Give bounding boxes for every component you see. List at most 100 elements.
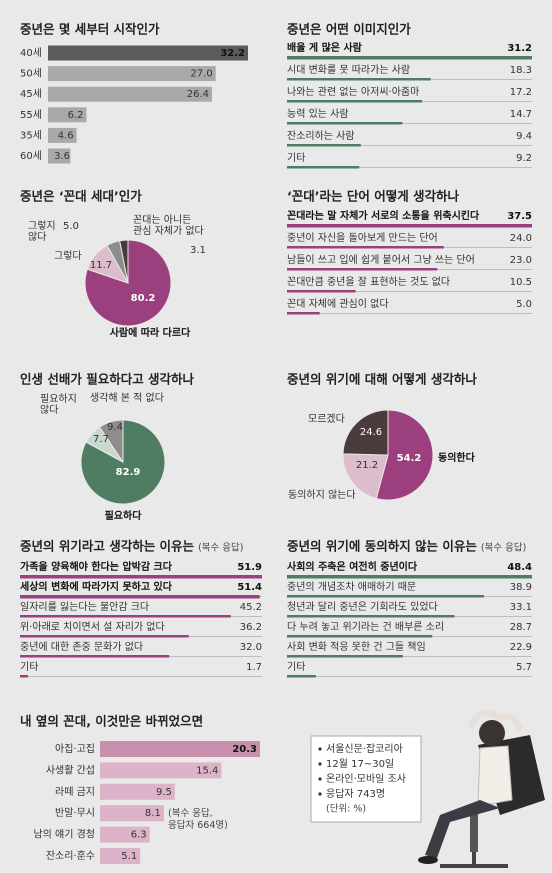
value-label: 45.2: [240, 602, 262, 613]
value-label: 24.0: [510, 233, 532, 244]
category-label: 55세: [20, 109, 42, 121]
bar: [287, 268, 438, 271]
value-label: 80.2: [131, 293, 156, 304]
bar: [287, 246, 444, 249]
bar-track: [287, 291, 532, 292]
bar: [20, 595, 260, 599]
value-label: 20.3: [232, 744, 257, 755]
category-label: 꼰대라는 말 자체가 서로의 소통을 위축시킨다: [287, 209, 480, 222]
category-label: 잔소리·훈수: [46, 849, 95, 862]
category-label: 꼰대만큼 중년을 잘 표현하는 것도 없다: [287, 275, 450, 288]
chart-subtitle: (복수 응답): [198, 542, 243, 554]
bar: [100, 848, 141, 864]
category-label: 기타: [20, 661, 38, 673]
legs: [425, 800, 500, 858]
bar: [287, 56, 532, 60]
chart-title: 내 옆의 꼰대, 이것만은 바뀌었으면: [20, 714, 203, 729]
bar: [48, 148, 71, 164]
value-label: 28.7: [510, 622, 532, 633]
bar: [100, 826, 150, 843]
value-label: 7.7: [93, 434, 109, 445]
value-label: 9.4: [516, 131, 532, 142]
value-label: 17.2: [510, 87, 532, 98]
bar: [287, 290, 356, 293]
bar: [48, 86, 212, 102]
notes: [310, 735, 422, 823]
bar: [287, 166, 360, 169]
pie-slice: [119, 239, 129, 284]
value-label: 5.1: [121, 851, 137, 862]
category-label: 일자리를 잃는다는 불안감 크다: [20, 601, 149, 613]
category-label: 사회의 주축은 여전히 중년이다: [287, 560, 418, 573]
value-label: 8.1: [145, 808, 161, 819]
category-label: 능력 있는 사람: [287, 107, 349, 120]
value-label: 32.0: [240, 642, 262, 653]
value-label: 23.0: [510, 255, 532, 266]
bar: [287, 575, 532, 579]
value-label: 27.0: [190, 69, 212, 80]
value-label: 1.7: [246, 662, 262, 673]
chart-subtitle: (복수 응답): [481, 542, 526, 554]
slice-label: 그렇지 않다: [28, 219, 59, 243]
bar: [48, 107, 87, 123]
bar: [287, 655, 403, 658]
bar: [20, 635, 189, 638]
category-label: 아집·고집: [55, 743, 95, 755]
value-label: 6.2: [68, 110, 84, 121]
slice-label: 그렇다: [54, 249, 82, 262]
arms: [467, 710, 523, 731]
value-label: 37.5: [507, 211, 532, 222]
bar: [20, 655, 170, 658]
category-label: 기타: [287, 152, 305, 164]
chair-post: [470, 812, 478, 852]
value-label: 5.7: [516, 662, 532, 673]
category-label: 사회 변화 적응 못한 건 그들 책임: [287, 640, 426, 653]
value-label: 6.3: [131, 830, 147, 841]
category-label: 반말·무시: [55, 807, 95, 819]
illustration: [418, 710, 545, 868]
value-label: 3.6: [54, 151, 70, 162]
value-label: 9.4: [107, 422, 123, 433]
category-label: 세상의 변화에 따라가지 못하고 있다: [20, 580, 173, 593]
note-unit: (단위: %): [326, 803, 366, 815]
value-label: 82.9: [116, 467, 141, 478]
value-label: 32.2: [220, 48, 245, 59]
slice-label: 필요하다: [105, 509, 143, 522]
chair-base: [440, 852, 508, 868]
value-label: 38.9: [510, 582, 532, 593]
value-label: 54.2: [397, 453, 422, 464]
value-label: 15.4: [196, 765, 218, 776]
annotation: (복수 응답, 응답자 664명): [168, 807, 228, 831]
bar: [287, 78, 431, 81]
chart-title: 중년의 위기에 대해 어떻게 생각하나: [287, 372, 477, 387]
bar-track: [287, 123, 532, 124]
bar: [287, 122, 403, 125]
category-label: 남의 얘기 경청: [33, 828, 95, 841]
category-label: 중년의 개념조차 애매하기 때문: [287, 580, 416, 593]
category-label: 40세: [20, 47, 42, 59]
slice-label: 생각해 본 적 없다: [90, 391, 164, 404]
pie-slice: [80, 419, 166, 505]
category-label: 배울 게 많은 사람: [287, 41, 363, 54]
chart-title: 중년은 ‘꼰대 세대’인가: [20, 189, 142, 204]
category-label: 남들이 쓰고 입에 쉽게 붙어서 그냥 쓰는 단어: [287, 253, 475, 266]
category-label: 꼰대 자체에 관심이 없다: [287, 297, 389, 310]
value-label: 4.6: [58, 130, 74, 141]
note-item: 서울신문·잡코리아: [326, 743, 403, 755]
value-label: 9.2: [516, 153, 532, 164]
value-label: 14.7: [510, 109, 532, 120]
notes-box: [310, 735, 422, 823]
bar: [287, 144, 361, 147]
head: [479, 720, 505, 746]
bar: [48, 66, 216, 82]
category-label: 중년이 자신을 돌아보게 만드는 단어: [287, 232, 438, 244]
bullet: [318, 747, 322, 751]
bar: [287, 615, 455, 618]
bar: [20, 575, 262, 579]
category-label: 위·아래로 치이면서 설 자리가 없다: [20, 620, 165, 633]
bar: [287, 635, 433, 638]
slice-label: 모르겠다: [308, 413, 345, 425]
chart-title: 중년의 위기에 동의하지 않는 이유는: [287, 539, 477, 554]
